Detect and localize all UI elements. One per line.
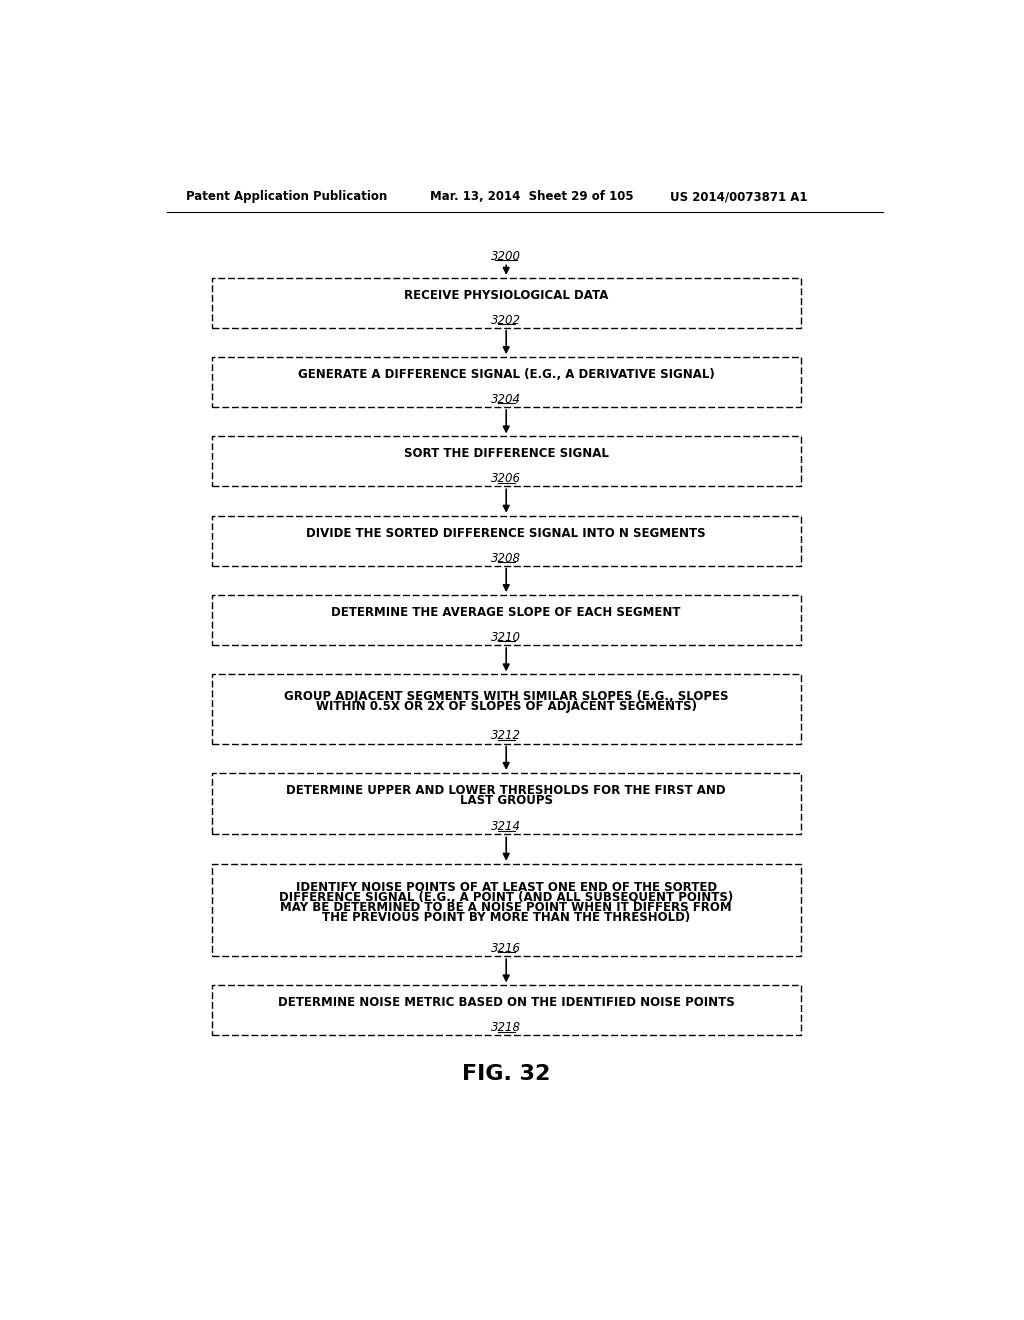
Bar: [212, 595, 801, 645]
Text: 3212: 3212: [492, 730, 521, 742]
Text: MAY BE DETERMINED TO BE A NOISE POINT WHEN IT DIFFERS FROM: MAY BE DETERMINED TO BE A NOISE POINT WH…: [281, 900, 732, 913]
Text: 3200: 3200: [492, 249, 521, 263]
Text: RECEIVE PHYSIOLOGICAL DATA: RECEIVE PHYSIOLOGICAL DATA: [404, 289, 608, 301]
Text: 3214: 3214: [492, 820, 521, 833]
Text: DIVIDE THE SORTED DIFFERENCE SIGNAL INTO N SEGMENTS: DIVIDE THE SORTED DIFFERENCE SIGNAL INTO…: [306, 527, 706, 540]
Bar: [212, 277, 801, 327]
Text: 3218: 3218: [492, 1022, 521, 1035]
Bar: [212, 863, 801, 956]
Text: DIFFERENCE SIGNAL (E.G., A POINT (AND ALL SUBSEQUENT POINTS): DIFFERENCE SIGNAL (E.G., A POINT (AND AL…: [280, 891, 733, 904]
Text: 3204: 3204: [492, 393, 521, 407]
Text: DETERMINE UPPER AND LOWER THRESHOLDS FOR THE FIRST AND: DETERMINE UPPER AND LOWER THRESHOLDS FOR…: [287, 784, 726, 797]
Text: GENERATE A DIFFERENCE SIGNAL (E.G., A DERIVATIVE SIGNAL): GENERATE A DIFFERENCE SIGNAL (E.G., A DE…: [298, 368, 715, 381]
Bar: [212, 358, 801, 407]
Bar: [212, 985, 801, 1035]
Bar: [212, 675, 801, 743]
Text: FIG. 32: FIG. 32: [462, 1064, 550, 1084]
Text: SORT THE DIFFERENCE SIGNAL: SORT THE DIFFERENCE SIGNAL: [403, 447, 608, 461]
Text: US 2014/0073871 A1: US 2014/0073871 A1: [671, 190, 808, 203]
Text: 3202: 3202: [492, 314, 521, 326]
Text: GROUP ADJACENT SEGMENTS WITH SIMILAR SLOPES (E.G., SLOPES: GROUP ADJACENT SEGMENTS WITH SIMILAR SLO…: [284, 690, 728, 702]
Bar: [212, 437, 801, 487]
Text: Mar. 13, 2014  Sheet 29 of 105: Mar. 13, 2014 Sheet 29 of 105: [430, 190, 634, 203]
Text: IDENTIFY NOISE POINTS OF AT LEAST ONE END OF THE SORTED: IDENTIFY NOISE POINTS OF AT LEAST ONE EN…: [296, 880, 717, 894]
Bar: [212, 516, 801, 566]
Text: WITHIN 0.5X OR 2X OF SLOPES OF ADJACENT SEGMENTS): WITHIN 0.5X OR 2X OF SLOPES OF ADJACENT …: [315, 700, 696, 713]
Text: LAST GROUPS: LAST GROUPS: [460, 795, 553, 808]
Text: 3208: 3208: [492, 552, 521, 565]
Text: 3206: 3206: [492, 473, 521, 486]
Text: 3210: 3210: [492, 631, 521, 644]
Text: DETERMINE THE AVERAGE SLOPE OF EACH SEGMENT: DETERMINE THE AVERAGE SLOPE OF EACH SEGM…: [332, 606, 681, 619]
Text: DETERMINE NOISE METRIC BASED ON THE IDENTIFIED NOISE POINTS: DETERMINE NOISE METRIC BASED ON THE IDEN…: [278, 997, 734, 1010]
Text: THE PREVIOUS POINT BY MORE THAN THE THRESHOLD): THE PREVIOUS POINT BY MORE THAN THE THRE…: [323, 911, 690, 924]
Text: 3216: 3216: [492, 942, 521, 954]
Bar: [212, 774, 801, 834]
Text: Patent Application Publication: Patent Application Publication: [186, 190, 387, 203]
